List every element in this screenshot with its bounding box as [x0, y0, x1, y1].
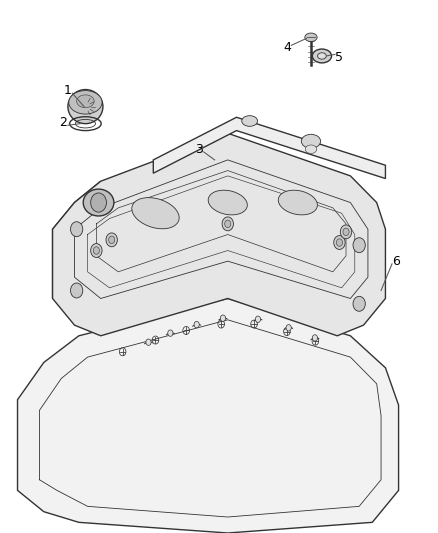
- Circle shape: [71, 222, 83, 237]
- Circle shape: [222, 217, 233, 231]
- Ellipse shape: [68, 90, 103, 124]
- Ellipse shape: [301, 134, 321, 148]
- Polygon shape: [53, 181, 101, 298]
- Polygon shape: [153, 117, 385, 179]
- Circle shape: [286, 325, 291, 331]
- Ellipse shape: [318, 53, 326, 59]
- Text: 2: 2: [60, 116, 67, 129]
- Ellipse shape: [305, 33, 317, 42]
- Circle shape: [220, 315, 226, 321]
- Circle shape: [109, 236, 115, 244]
- Circle shape: [312, 335, 318, 341]
- Circle shape: [91, 193, 106, 212]
- Circle shape: [340, 225, 352, 239]
- Circle shape: [353, 296, 365, 311]
- Ellipse shape: [305, 145, 317, 154]
- Circle shape: [93, 247, 99, 254]
- Polygon shape: [18, 298, 399, 533]
- Circle shape: [225, 220, 231, 228]
- Circle shape: [194, 321, 199, 328]
- Text: 6: 6: [392, 255, 400, 268]
- Polygon shape: [53, 133, 385, 336]
- Circle shape: [91, 244, 102, 257]
- Ellipse shape: [77, 95, 94, 108]
- Text: 1: 1: [64, 84, 72, 97]
- Text: 5: 5: [336, 51, 343, 63]
- Circle shape: [255, 316, 261, 322]
- Circle shape: [106, 233, 117, 247]
- Text: 4: 4: [283, 42, 291, 54]
- Circle shape: [343, 228, 349, 236]
- Ellipse shape: [242, 116, 258, 126]
- Ellipse shape: [83, 189, 114, 216]
- Circle shape: [334, 236, 345, 249]
- Ellipse shape: [69, 91, 102, 114]
- Circle shape: [168, 330, 173, 336]
- Circle shape: [71, 283, 83, 298]
- Circle shape: [336, 239, 343, 246]
- Text: 3: 3: [195, 143, 203, 156]
- Ellipse shape: [132, 198, 179, 229]
- Circle shape: [353, 238, 365, 253]
- Ellipse shape: [312, 49, 332, 63]
- Circle shape: [146, 339, 151, 345]
- Ellipse shape: [208, 190, 247, 215]
- Ellipse shape: [278, 190, 318, 215]
